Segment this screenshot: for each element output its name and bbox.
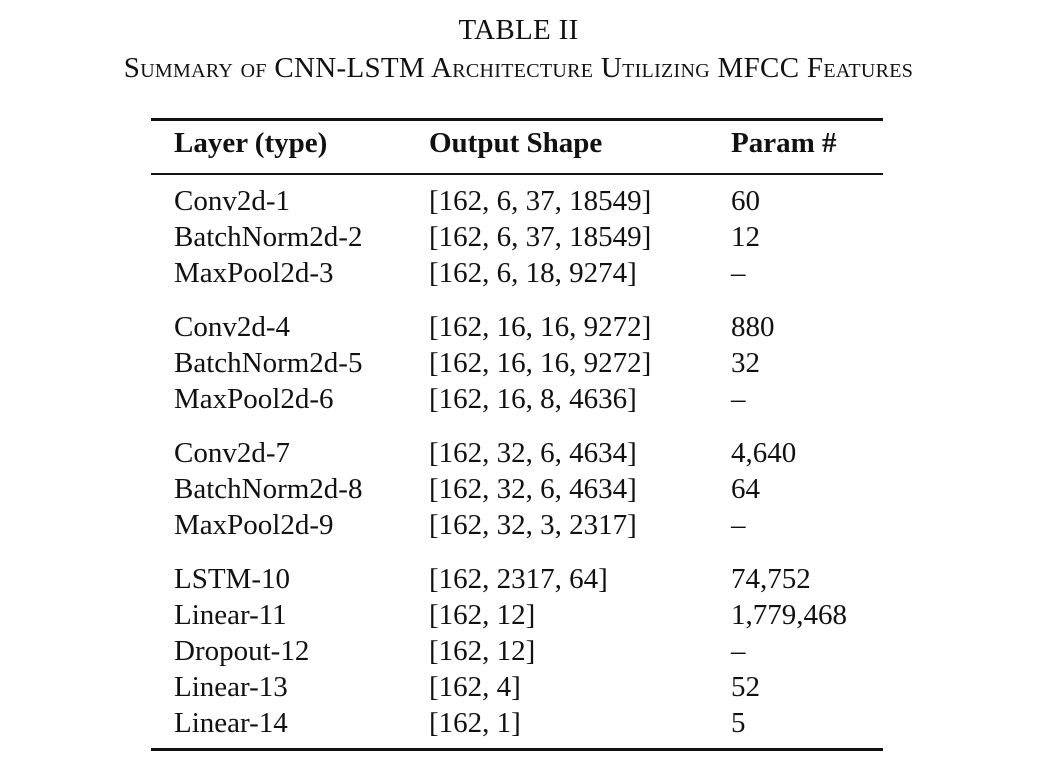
shape-cell: [162, 1] [429,707,521,739]
shape-cell: [162, 4] [429,671,521,703]
shape-cell: [162, 6, 37, 18549] [429,221,652,253]
layer-cell: Linear-14 [174,707,288,739]
layer-cell: Conv2d-1 [174,185,290,217]
table-row: BatchNorm2d-8 [162, 32, 6, 4634] 64 [0,471,1037,507]
header-param-count: Param # [731,127,837,159]
table-row: Linear-14 [162, 1] 5 [0,705,1037,741]
table-title: Summary of CNN-LSTM Architecture Utilizi… [123,52,914,84]
param-cell: 880 [731,311,775,343]
shape-cell: [162, 2317, 64] [429,563,608,595]
layer-cell: MaxPool2d-3 [174,257,334,289]
header-layer-type: Layer (type) [174,127,328,159]
shape-cell: [162, 16, 16, 9272] [429,347,652,379]
shape-cell: [162, 12] [429,599,536,631]
param-cell: 64 [731,473,760,505]
table-row: Conv2d-7 [162, 32, 6, 4634] 4,640 [0,435,1037,471]
param-cell: – [731,383,746,415]
table-header: Layer (type) Output Shape Param # [0,127,1037,167]
param-cell: 52 [731,671,760,703]
layer-cell: LSTM-10 [174,563,290,595]
layer-cell: Conv2d-4 [174,311,290,343]
table-row: Dropout-12 [162, 12] – [0,633,1037,669]
param-cell: 4,640 [731,437,797,469]
layer-cell: BatchNorm2d-2 [174,221,363,253]
param-cell: 60 [731,185,760,217]
table-row: BatchNorm2d-2 [162, 6, 37, 18549] 12 [0,219,1037,255]
row-group: Conv2d-4 [162, 16, 16, 9272] 880 BatchNo… [0,309,1037,417]
table-row: Linear-13 [162, 4] 52 [0,669,1037,705]
table-row: Conv2d-4 [162, 16, 16, 9272] 880 [0,309,1037,345]
layer-cell: BatchNorm2d-8 [174,473,363,505]
param-cell: 1,779,468 [731,599,847,631]
table-body: Conv2d-1 [162, 6, 37, 18549] 60 BatchNor… [0,183,1037,741]
param-cell: 74,752 [731,563,811,595]
table-row: MaxPool2d-3 [162, 6, 18, 9274] – [0,255,1037,291]
row-group: Conv2d-7 [162, 32, 6, 4634] 4,640 BatchN… [0,435,1037,543]
shape-cell: [162, 12] [429,635,536,667]
param-cell: 5 [731,707,746,739]
shape-cell: [162, 32, 6, 4634] [429,473,637,505]
row-group: LSTM-10 [162, 2317, 64] 74,752 Linear-11… [0,561,1037,741]
shape-cell: [162, 16, 8, 4636] [429,383,637,415]
table-label: TABLE II [458,14,579,46]
layer-cell: MaxPool2d-9 [174,509,334,541]
layer-cell: BatchNorm2d-5 [174,347,363,379]
shape-cell: [162, 32, 6, 4634] [429,437,637,469]
shape-cell: [162, 32, 3, 2317] [429,509,637,541]
table-row: Linear-11 [162, 12] 1,779,468 [0,597,1037,633]
header-rule [151,173,883,175]
param-cell: 12 [731,221,760,253]
layer-cell: Linear-13 [174,671,288,703]
table-row: MaxPool2d-6 [162, 16, 8, 4636] – [0,381,1037,417]
bottom-rule [151,748,883,751]
param-cell: – [731,635,746,667]
table-row: MaxPool2d-9 [162, 32, 3, 2317] – [0,507,1037,543]
header-output-shape: Output Shape [429,127,603,159]
layer-cell: Conv2d-7 [174,437,290,469]
table-row: BatchNorm2d-5 [162, 16, 16, 9272] 32 [0,345,1037,381]
top-rule [151,118,883,121]
param-cell: 32 [731,347,760,379]
layer-cell: Dropout-12 [174,635,310,667]
layer-cell: Linear-11 [174,599,287,631]
table-row: LSTM-10 [162, 2317, 64] 74,752 [0,561,1037,597]
param-cell: – [731,257,746,289]
shape-cell: [162, 6, 37, 18549] [429,185,652,217]
param-cell: – [731,509,746,541]
shape-cell: [162, 16, 16, 9272] [429,311,652,343]
shape-cell: [162, 6, 18, 9274] [429,257,637,289]
table-row: Conv2d-1 [162, 6, 37, 18549] 60 [0,183,1037,219]
row-group: Conv2d-1 [162, 6, 37, 18549] 60 BatchNor… [0,183,1037,291]
layer-cell: MaxPool2d-6 [174,383,334,415]
